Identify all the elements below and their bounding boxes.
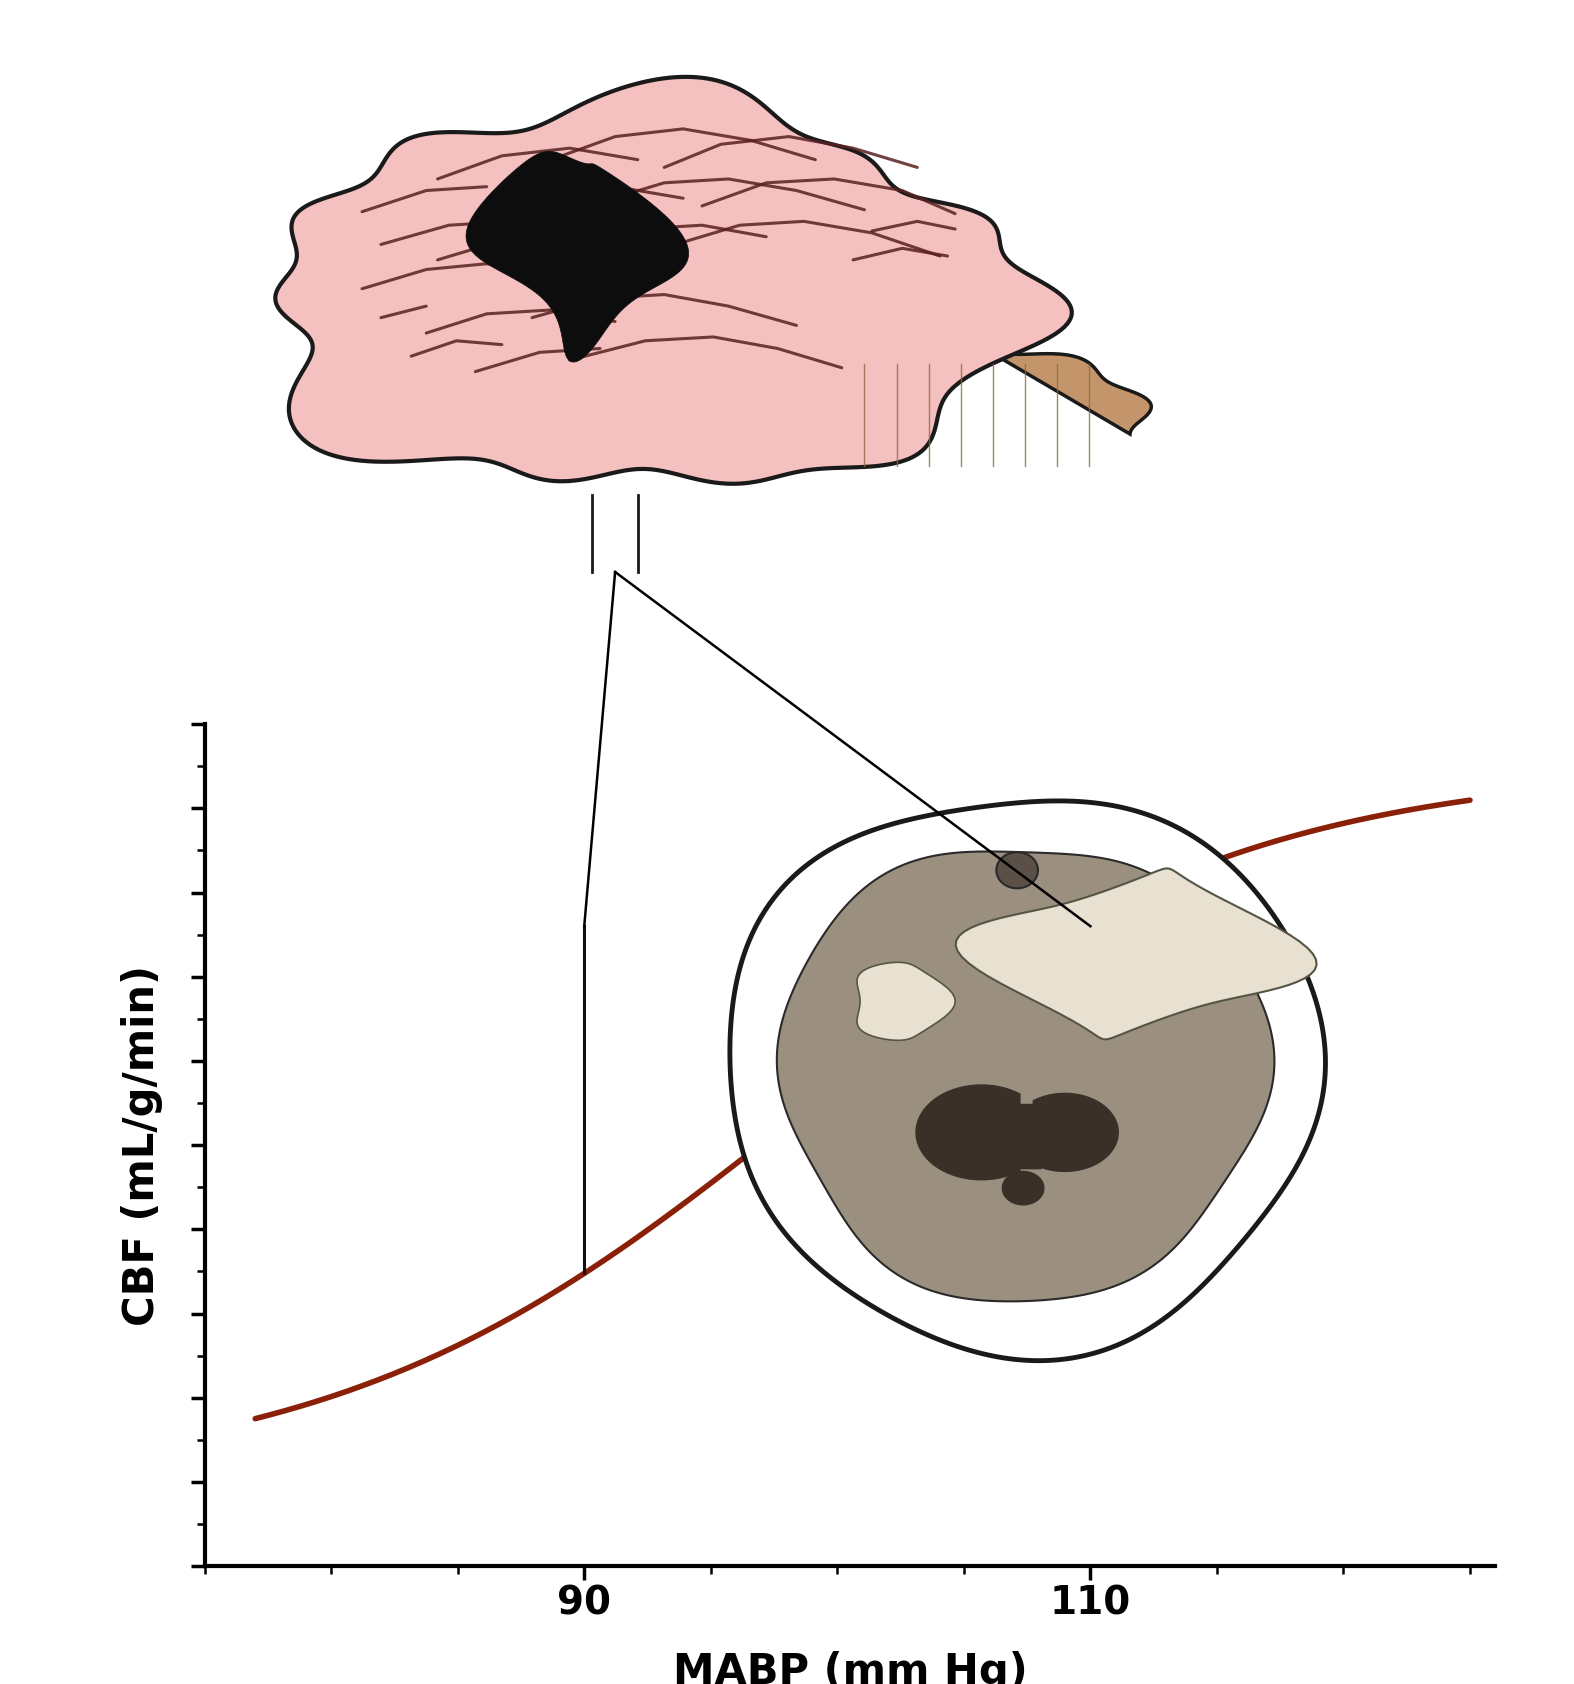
- Y-axis label: CBF (mL/g/min): CBF (mL/g/min): [121, 965, 164, 1325]
- Polygon shape: [466, 152, 689, 362]
- Polygon shape: [996, 852, 1037, 889]
- Polygon shape: [275, 77, 1072, 483]
- Polygon shape: [1003, 1172, 1044, 1204]
- Polygon shape: [730, 802, 1325, 1361]
- Polygon shape: [988, 350, 1151, 434]
- Polygon shape: [916, 1084, 1020, 1180]
- X-axis label: MABP (mm Hg): MABP (mm Hg): [672, 1650, 1028, 1684]
- Polygon shape: [1033, 1093, 1118, 1172]
- Polygon shape: [778, 852, 1275, 1302]
- Polygon shape: [1003, 1105, 1044, 1169]
- Polygon shape: [856, 962, 955, 1041]
- Polygon shape: [955, 869, 1316, 1039]
